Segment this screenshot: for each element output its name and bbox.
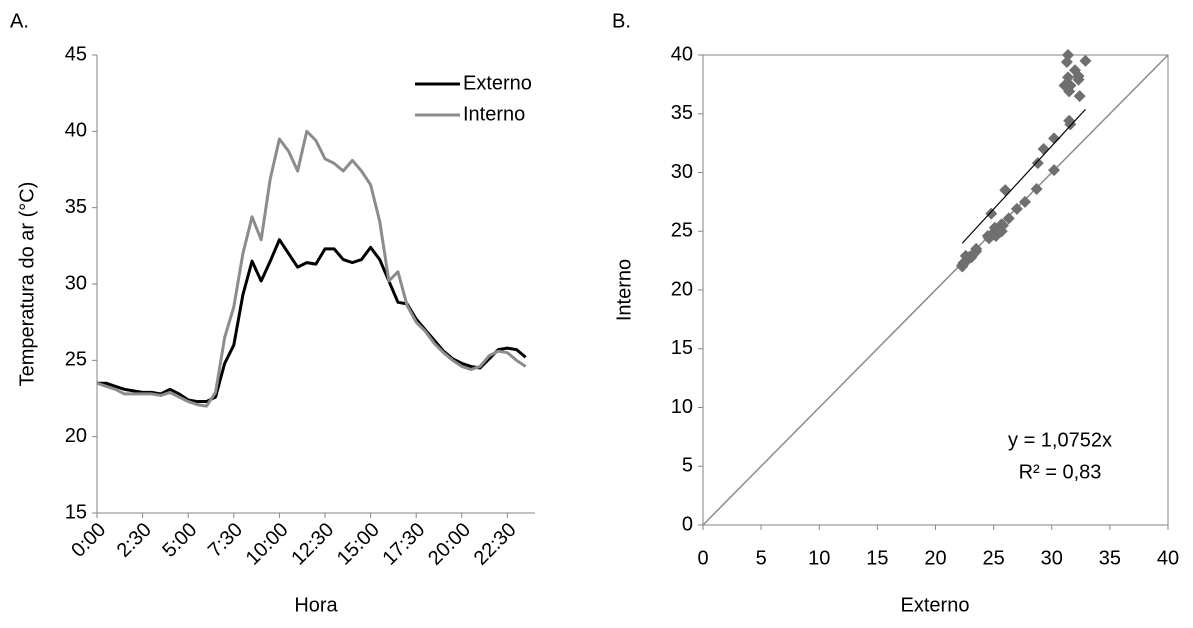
x-tick-label: 5:00 — [158, 519, 201, 562]
y-tick-label: 40 — [671, 43, 693, 65]
y-tick-label: 20 — [671, 278, 693, 300]
point — [1073, 90, 1086, 103]
x-tick-label: 20 — [924, 547, 946, 569]
legend-label: Externo — [463, 72, 532, 94]
x-tick-label: 15 — [866, 547, 888, 569]
trendline — [961, 108, 1086, 244]
x-tick-label: 17:30 — [379, 519, 430, 570]
y-tick-label: 45 — [65, 43, 87, 65]
x-axis-title: Externo — [901, 594, 970, 616]
x-tick-label: 5 — [756, 547, 767, 569]
x-tick-label: 35 — [1099, 547, 1121, 569]
x-tick-label: 10 — [808, 547, 830, 569]
point — [1060, 56, 1073, 69]
point — [989, 229, 1002, 242]
point — [1064, 79, 1077, 92]
x-tick-label: 12:30 — [287, 519, 338, 570]
point — [999, 184, 1012, 197]
x-tick-label: 0 — [697, 547, 708, 569]
identity-line — [702, 54, 1169, 526]
point — [985, 207, 998, 220]
series-line — [96, 129, 527, 408]
y-tick-label: 35 — [65, 196, 87, 218]
point — [1010, 202, 1023, 215]
point — [1037, 143, 1050, 155]
point — [1048, 132, 1061, 145]
y-tick-label: 15 — [671, 337, 693, 359]
x-tick-label: 40 — [1157, 547, 1179, 569]
x-axis-title: Hora — [294, 594, 338, 616]
point — [1031, 157, 1044, 170]
x-tick-label: 10:00 — [242, 519, 293, 570]
x-tick-label: 20:00 — [424, 519, 475, 570]
y-tick-label: 20 — [65, 425, 87, 447]
y-tick-label: 40 — [65, 120, 87, 142]
trend-r2: R² = 0,83 — [1019, 461, 1102, 483]
point — [1064, 118, 1077, 131]
y-tick-label: 5 — [682, 455, 693, 477]
x-tick-label: 30 — [1041, 547, 1063, 569]
point — [956, 260, 969, 273]
y-tick-label: 0 — [682, 513, 693, 535]
trend-equation: y = 1,0752x — [1008, 429, 1112, 451]
panel-label: B. — [612, 10, 631, 32]
point — [1072, 73, 1085, 86]
y-tick-label: 25 — [671, 220, 693, 242]
y-tick-label: 10 — [671, 396, 693, 418]
panel-label: A. — [10, 10, 29, 32]
x-tick-label: 7:30 — [204, 519, 247, 562]
y-tick-label: 15 — [65, 501, 87, 523]
point — [1030, 182, 1043, 195]
y-tick-label: 25 — [65, 349, 87, 371]
x-tick-label: 22:30 — [470, 519, 521, 570]
point — [1079, 54, 1092, 67]
y-axis-title: Interno — [613, 259, 635, 321]
series-line — [97, 238, 527, 404]
point — [1019, 195, 1032, 208]
x-tick-label: 25 — [983, 547, 1005, 569]
y-tick-label: 35 — [671, 102, 693, 124]
x-tick-label: 2:30 — [113, 519, 156, 562]
x-tick-label: 0:00 — [67, 519, 110, 562]
y-axis-title: Temperatura do ar (°C) — [16, 182, 38, 387]
y-tick-label: 30 — [671, 161, 693, 183]
y-tick-label: 30 — [65, 272, 87, 294]
point — [1048, 164, 1061, 177]
point — [981, 229, 994, 242]
point — [1002, 212, 1015, 225]
legend-label: Interno — [463, 103, 525, 125]
point — [959, 249, 972, 262]
x-tick-label: 15:00 — [333, 519, 384, 570]
